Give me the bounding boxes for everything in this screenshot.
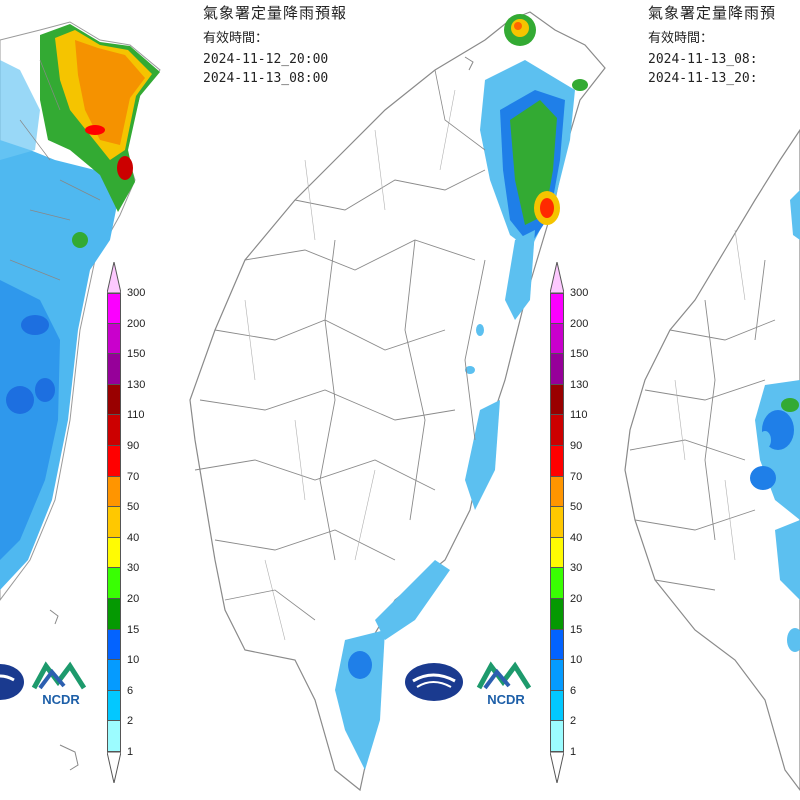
valid-time-start: 2024-11-12_20:00 (203, 52, 329, 67)
colorbar-segment (550, 476, 564, 508)
colorbar-segment (550, 660, 564, 691)
valid-time-start: 2024-11-13_08: (648, 52, 758, 67)
rainfall-map-left (0, 21, 161, 771)
colorbar-segment (107, 415, 121, 446)
colorbar-segment (550, 629, 564, 661)
colorbar-tick-label: 15 (127, 623, 140, 636)
colorbar-tick-label: 300 (570, 287, 589, 299)
colorbar-bottom-arrow (107, 752, 121, 783)
colorbar-segment (107, 323, 121, 355)
colorbar-top-arrow (550, 262, 564, 293)
ncdr-logo-icon: NCDR (30, 660, 92, 707)
colorbar-segment (107, 721, 121, 752)
colorbar-tick-label: 30 (127, 562, 140, 575)
colorbar-segment (550, 507, 564, 538)
colorbar-tick-label: 200 (127, 317, 146, 330)
colorbar-segment (107, 384, 121, 416)
colorbar-tick-label: 15 (570, 623, 583, 636)
colorbar-segment (107, 537, 121, 569)
colorbar-segment (107, 599, 121, 630)
colorbar-tick-label: 6 (570, 684, 577, 697)
colorbar-segment (550, 293, 564, 324)
rainfall-map-middle (189, 11, 606, 792)
colorbar-tick-label: 90 (127, 440, 140, 452)
colorbar-segment (550, 415, 564, 446)
colorbar-tick-label: 200 (570, 317, 589, 330)
colorbar-segment (550, 446, 564, 477)
colorbar-segment (107, 293, 121, 324)
colorbar-segment (550, 721, 564, 752)
ncdr-logo-icon: NCDR (475, 660, 537, 707)
colorbar-segment (107, 446, 121, 477)
ncdr-logo-text: NCDR (487, 692, 525, 707)
colorbar-tick-label: 150 (570, 348, 589, 361)
colorbar-segment (107, 690, 121, 722)
colorbar-tick-label: 40 (570, 531, 583, 544)
ncdr-logo-text: NCDR (42, 692, 80, 707)
panel-middle: 氣象署定量降雨預報 有效時間： 2024-11-12_20:00 2024-11… (185, 0, 615, 800)
colorbar-tick-label: 110 (127, 409, 145, 422)
colorbar-tick-label: 50 (570, 501, 583, 514)
colorbar-tick-label: 20 (127, 593, 140, 605)
colorbar-tick-label: 6 (127, 684, 134, 697)
colorbar-segment (550, 354, 564, 385)
colorbar-tick-label: 10 (570, 654, 583, 667)
colorbar-segment (107, 354, 121, 385)
colorbar-segment (107, 660, 121, 691)
valid-time-label: 有效時間： (648, 31, 714, 46)
colorbar-tick-label: 30 (570, 562, 583, 575)
colorbar-tick-label: 110 (570, 409, 588, 422)
colorbar-segment (107, 476, 121, 508)
colorbar-tick-label: 10 (127, 654, 140, 667)
colorbar-top-arrow (107, 262, 121, 293)
colorbar-tick-label: 20 (570, 593, 583, 605)
rainfall-map-right (624, 128, 800, 791)
colorbar-segment (107, 568, 121, 599)
colorbar-segment (107, 507, 121, 538)
colorbar-tick-label: 150 (127, 348, 146, 361)
colorbar-bottom-arrow (550, 752, 564, 783)
colorbar-tick-label: 70 (570, 470, 583, 483)
cwa-logo-icon (405, 663, 463, 701)
colorbar-segment (550, 690, 564, 722)
panel-header-right: 氣象署定量降雨預 有效時間： 2024-11-13_08: 2024-11-13… (648, 2, 776, 88)
valid-time-end: 2024-11-13_20: (648, 71, 758, 86)
valid-time-label: 有效時間： (203, 31, 269, 46)
panel-header-middle: 氣象署定量降雨預報 有效時間： 2024-11-12_20:00 2024-11… (203, 2, 347, 88)
panel-title: 氣象署定量降雨預 (648, 4, 777, 22)
panel-left: 1 2 6 10 15 20 30 40 50 70 90 110 130 150 200 300 NCDR (0, 0, 185, 800)
colorbar-tick-label: 90 (570, 440, 583, 452)
colorbar-tick-label: 2 (127, 715, 134, 728)
colorbar-tick-label: 1 (127, 746, 134, 758)
colorbar-tick-label: 40 (127, 531, 140, 544)
colorbar-segment (550, 323, 564, 355)
colorbar-segment (107, 629, 121, 661)
cwa-logo-icon (0, 664, 24, 700)
colorbar-tick-label: 300 (127, 287, 146, 299)
colorbar-tick-label: 70 (127, 470, 140, 483)
colorbar-segment (550, 568, 564, 599)
colorbar-segment (550, 537, 564, 569)
colorbar-tick-label: 50 (127, 501, 140, 514)
colorbar-tick-label: 130 (570, 378, 589, 391)
colorbar-tick-label: 2 (570, 715, 577, 728)
colorbar-segment (550, 599, 564, 630)
panel-right: 氣象署定量降雨預 有效時間： 2024-11-13_08: 2024-11-13… (615, 0, 800, 800)
valid-time-end: 2024-11-13_08:00 (203, 71, 329, 86)
colorbar-tick-label: 1 (570, 746, 577, 758)
colorbar-segment (550, 384, 564, 416)
colorbar-tick-label: 130 (127, 378, 146, 391)
panel-title: 氣象署定量降雨預報 (203, 4, 348, 22)
